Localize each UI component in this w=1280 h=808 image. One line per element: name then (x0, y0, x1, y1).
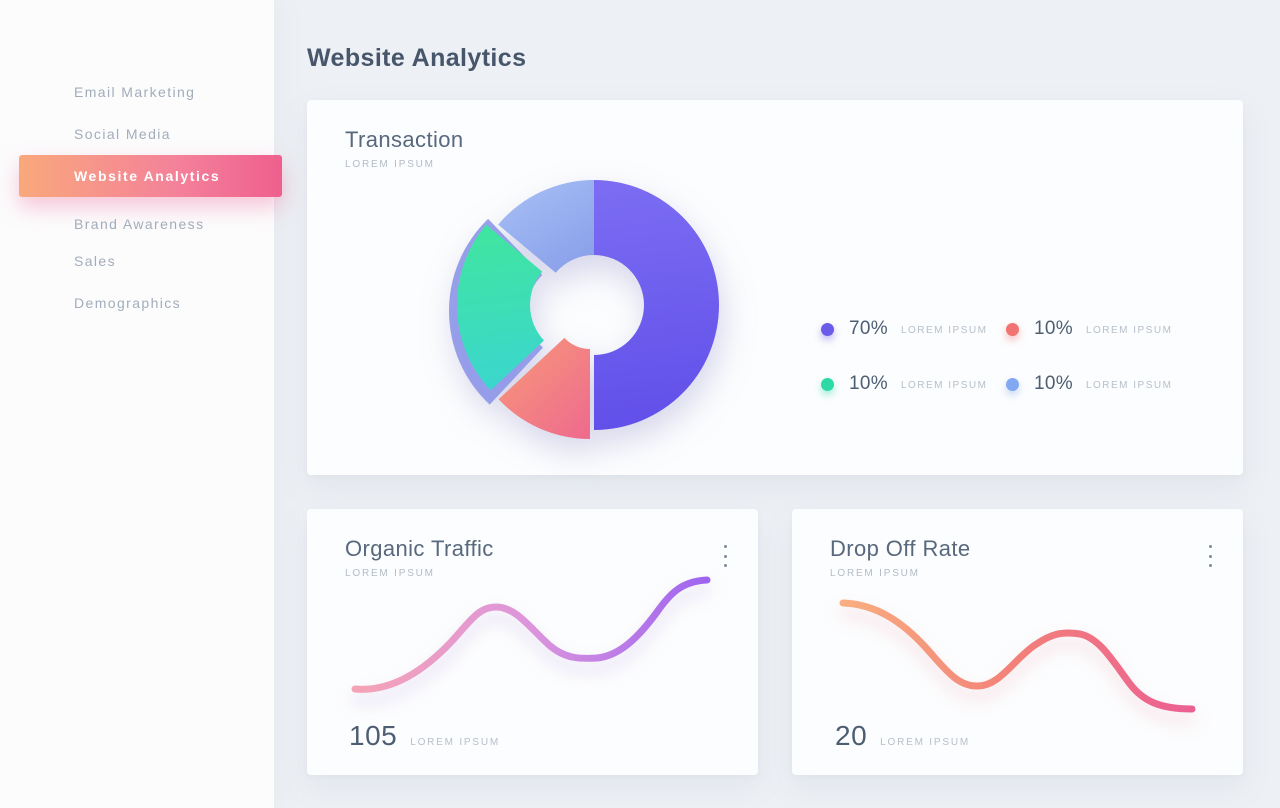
donut-slice-teal-10 (456, 224, 544, 391)
organic-traffic-subtitle: LOREM IPSUM (345, 568, 435, 579)
legend-item-teal: 10% LOREM IPSUM (821, 373, 988, 394)
donut-slice-purple-70 (594, 180, 719, 430)
organic-traffic-title: Organic Traffic (345, 536, 494, 561)
kebab-menu-icon[interactable] (716, 543, 734, 569)
page-title: Website Analytics (307, 44, 527, 72)
donut-slice-blue-10 (498, 179, 594, 273)
legend-label: LOREM IPSUM (1085, 324, 1173, 336)
transaction-card-title: Transaction (345, 127, 464, 152)
stat-label: LOREM IPSUM (880, 737, 970, 748)
legend-value: 10% (849, 373, 888, 394)
sidebar-item-email-marketing[interactable]: Email Marketing (74, 84, 196, 100)
stat-label: LOREM IPSUM (410, 737, 501, 748)
legend-label: LOREM IPSUM (900, 379, 988, 391)
stat-value: 105 (349, 720, 398, 751)
legend-item-coral: 10% LOREM IPSUM (1006, 318, 1173, 339)
drop-off-rate-subtitle: LOREM IPSUM (830, 568, 920, 579)
sidebar-item-social-media[interactable]: Social Media (74, 126, 171, 142)
drop-off-rate-title: Drop Off Rate (830, 536, 971, 561)
donut-slice-pink-10 (498, 337, 590, 439)
legend-dot-blue-icon (1006, 377, 1019, 391)
legend-value: 10% (1034, 373, 1073, 394)
legend-item-purple: 70% LOREM IPSUM (821, 318, 988, 339)
drop-off-rate-stat: 20 LOREM IPSUM (835, 720, 970, 752)
legend-label: LOREM IPSUM (900, 324, 988, 336)
organic-traffic-card: Organic Traffic LOREM IPSUM 105 LOREM IP… (307, 509, 758, 775)
kebab-menu-icon[interactable] (1201, 543, 1219, 569)
legend-value: 70% (849, 318, 888, 339)
transaction-donut-chart (449, 179, 719, 439)
stat-value: 20 (835, 720, 868, 751)
sidebar-item-sales[interactable]: Sales (74, 253, 117, 269)
legend-dot-teal-icon (821, 377, 834, 391)
sidebar-item-demographics[interactable]: Demographics (74, 295, 182, 311)
sidebar: Email Marketing Social Media Website Ana… (0, 0, 282, 808)
transaction-card-subtitle: LOREM IPSUM (345, 159, 435, 170)
sidebar-item-website-analytics[interactable]: Website Analytics (19, 155, 282, 197)
transaction-card: Transaction LOREM IPSUM (307, 100, 1243, 475)
organic-traffic-line-chart (351, 576, 711, 693)
drop-off-rate-line-chart (839, 599, 1196, 713)
main-content: Website Analytics Transaction LOREM IPSU… (274, 0, 1280, 808)
drop-off-rate-card: Drop Off Rate LOREM IPSUM 20 LOREM IPSUM (792, 509, 1243, 775)
legend-dot-coral-icon (1006, 322, 1019, 336)
legend-label: LOREM IPSUM (1085, 379, 1173, 391)
legend-item-blue: 10% LOREM IPSUM (1006, 373, 1173, 394)
sidebar-item-active-label: Website Analytics (74, 168, 221, 184)
legend-dot-purple-icon (821, 322, 834, 336)
organic-traffic-stat: 105 LOREM IPSUM (349, 720, 500, 752)
legend-value: 10% (1034, 318, 1073, 339)
sidebar-item-brand-awareness[interactable]: Brand Awareness (74, 216, 205, 232)
